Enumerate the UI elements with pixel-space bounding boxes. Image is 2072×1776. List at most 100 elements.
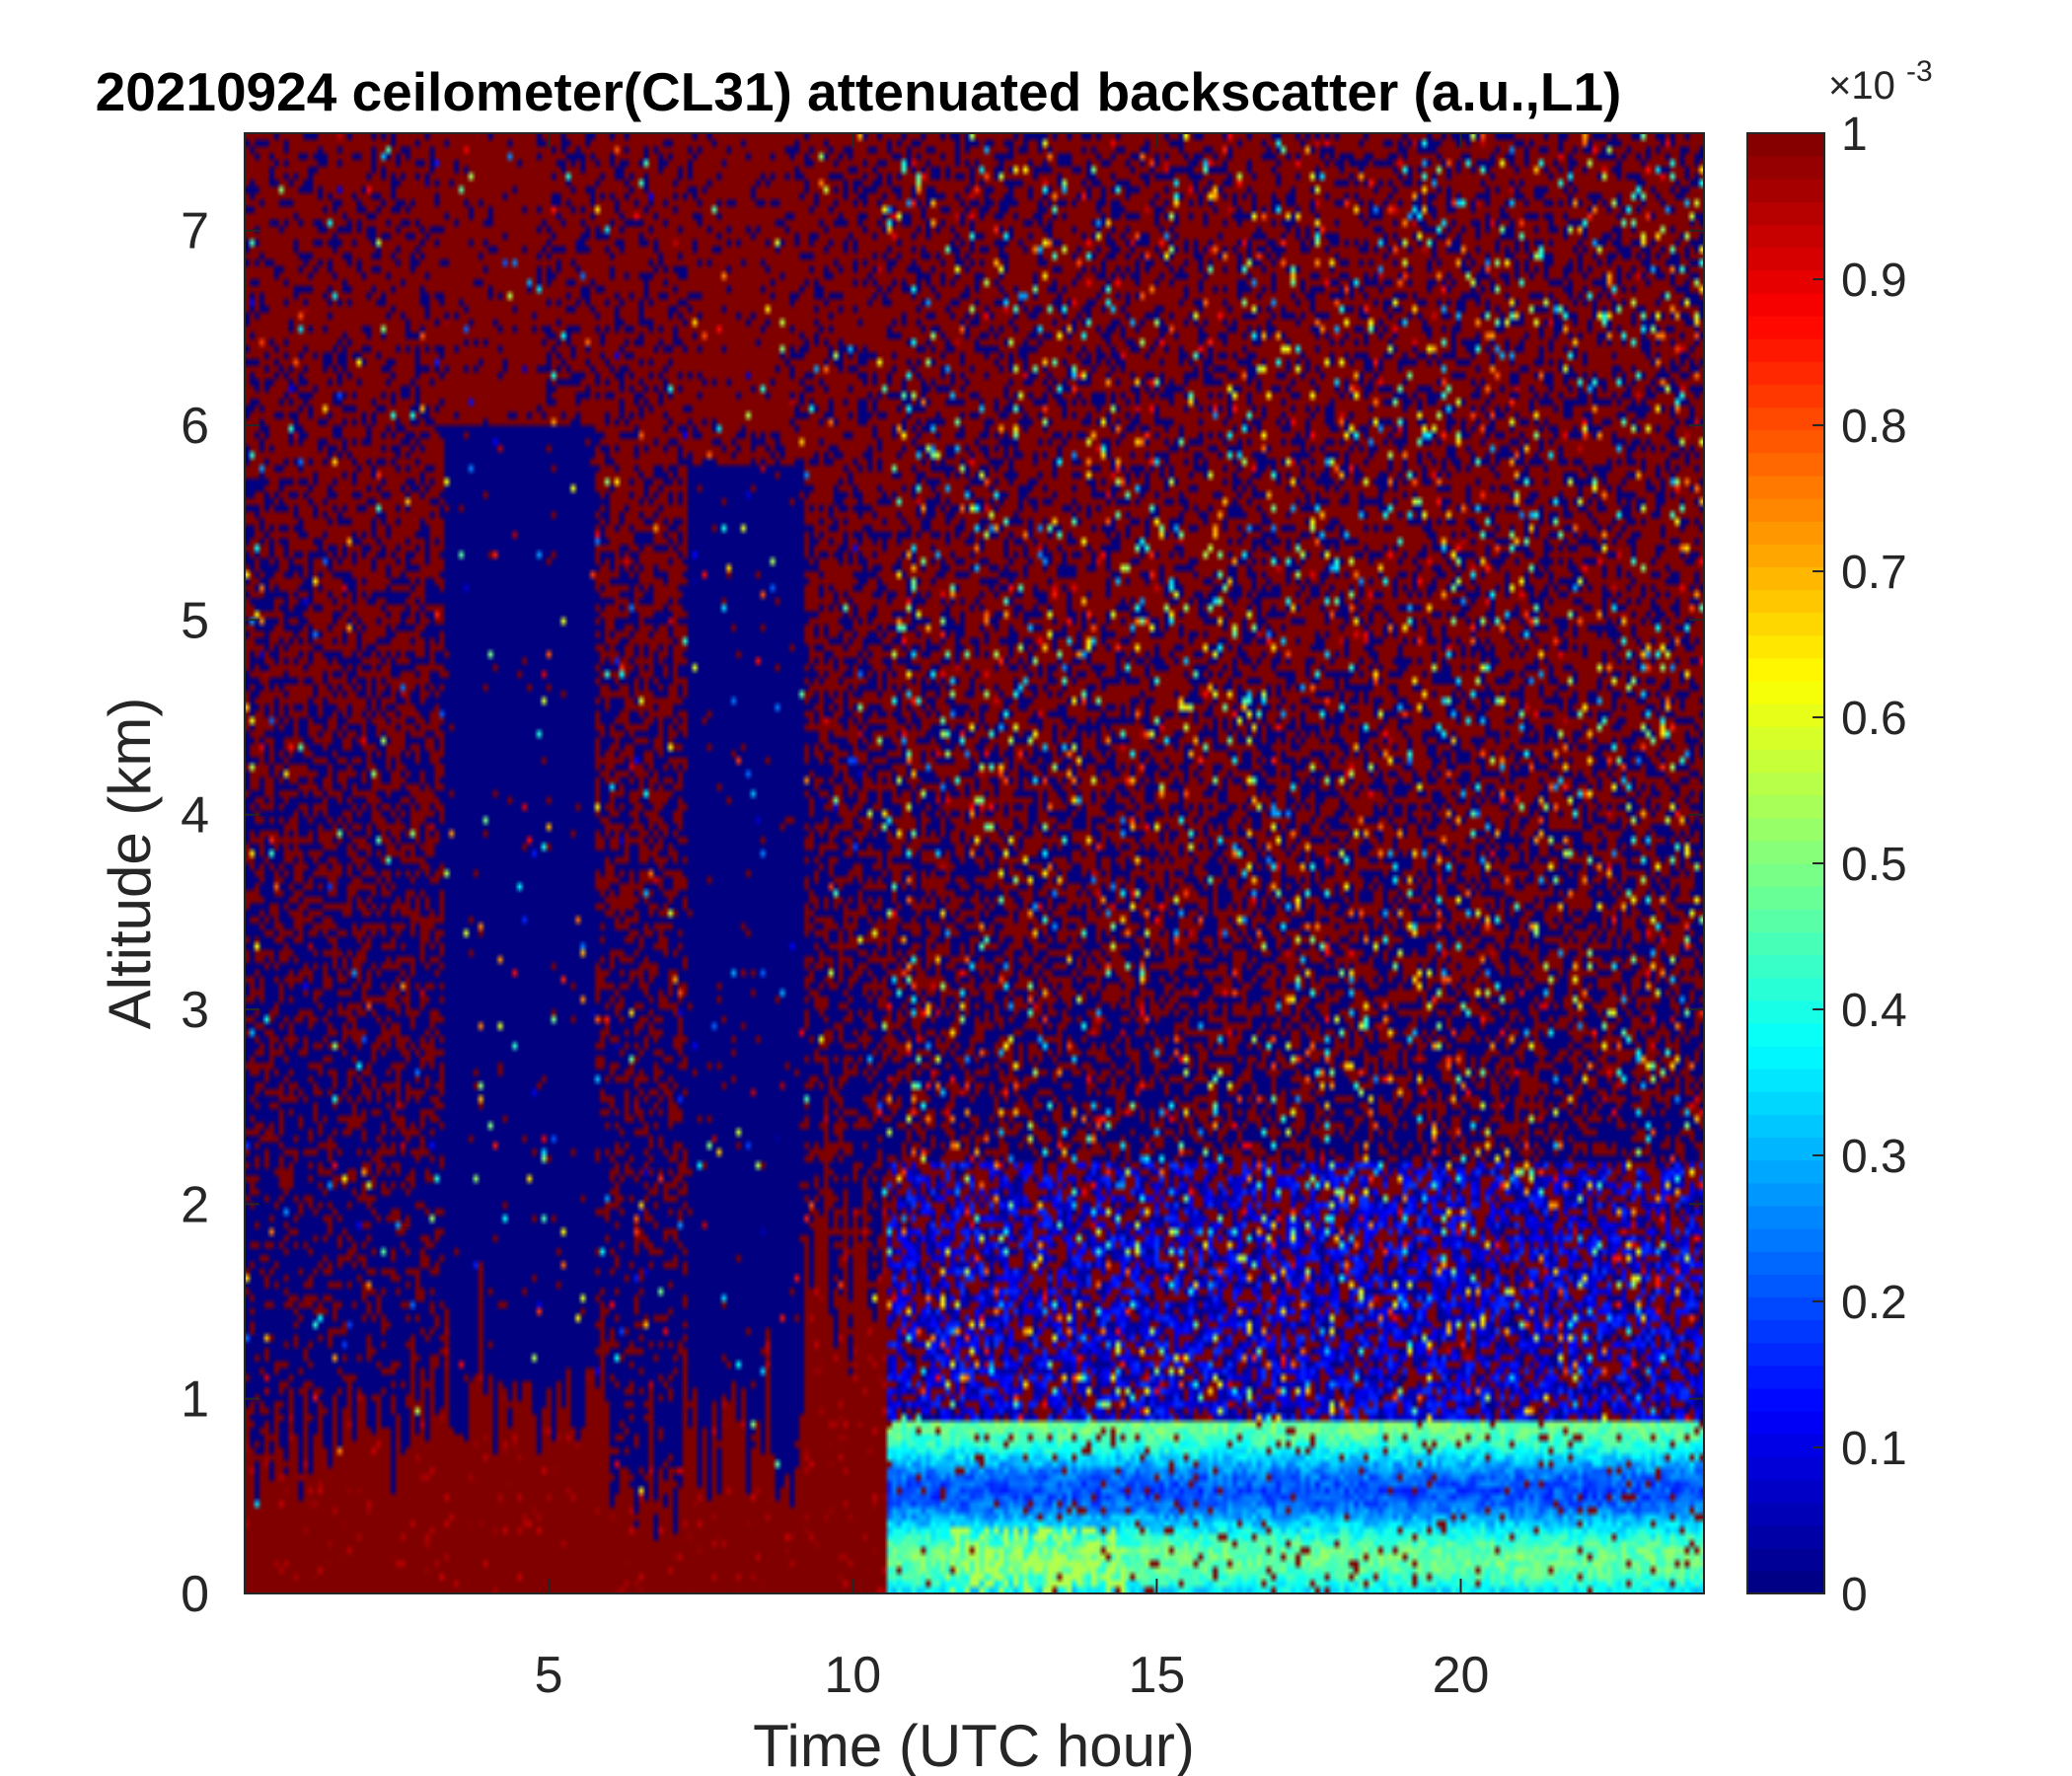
colorbar-swatch [1747,1479,1824,1504]
colorbar-swatch [1747,1159,1824,1184]
colorbar-swatch [1747,1434,1824,1457]
colorbar-exponent-base: ×10 [1828,64,1895,108]
colorbar: 0 0.1 0.2 0.3 0.4 0.5 0.6 0.7 0.8 0.9 1 ×10 -3 [1746,55,1933,1621]
colorbar-swatch [1747,1547,1824,1572]
heatmap-layer [245,133,1704,1593]
colorbar-tick-label: 0.3 [1841,1131,1907,1183]
colorbar-swatch [1747,384,1824,408]
y-tick-label: 1 [181,1371,209,1429]
colorbar-swatch [1747,133,1824,157]
colorbar-swatch [1747,1319,1824,1344]
colorbar-tick-label: 0.5 [1841,839,1907,891]
colorbar-tick-label: 0.9 [1841,255,1907,307]
colorbar-swatch [1747,566,1824,591]
colorbar-swatch [1747,338,1824,362]
colorbar-swatch [1747,1251,1824,1275]
colorbar-swatch [1747,1069,1824,1092]
colorbar-swatch [1747,817,1824,842]
colorbar-tick-label: 0.2 [1841,1277,1907,1329]
y-tick-label: 2 [181,1176,209,1233]
colorbar-swatch [1747,909,1824,932]
colorbar-swatch [1747,657,1824,682]
x-tick-label: 15 [1128,1647,1185,1704]
colorbar-swatch [1747,886,1824,910]
colorbar-swatch [1747,498,1824,522]
colorbar-gradient [1747,133,1824,1594]
colorbar-swatch [1747,407,1824,431]
colorbar-swatch [1747,1205,1824,1229]
colorbar-tick-label: 1 [1841,109,1868,161]
colorbar-swatch [1747,772,1824,796]
y-axis: 0 1 2 3 4 5 6 7 [181,203,1704,1623]
colorbar-swatch [1747,316,1824,339]
colorbar-swatch [1747,749,1824,774]
colorbar-swatch [1747,1274,1824,1297]
colorbar-swatch [1747,1022,1824,1047]
colorbar-swatch [1747,361,1824,385]
colorbar-swatch [1747,612,1824,636]
colorbar-swatch [1747,292,1824,317]
colorbar-swatch [1747,1046,1824,1070]
colorbar-swatch [1747,1524,1824,1549]
colorbar-swatch [1747,703,1824,727]
colorbar-swatch [1747,544,1824,567]
colorbar-swatch [1747,1456,1824,1480]
colorbar-swatch [1747,475,1824,499]
colorbar-swatch [1747,269,1824,294]
colorbar-swatch [1747,1502,1824,1526]
colorbar-swatch [1747,156,1824,180]
colorbar-tick-label: 0.1 [1841,1423,1907,1475]
x-tick-label: 10 [824,1647,881,1704]
chart-title: 20210924 ceilometer(CL31) attenuated bac… [96,61,1622,122]
colorbar-exponent-power: -3 [1906,55,1933,88]
y-tick-label: 4 [181,787,209,845]
colorbar-swatch [1747,634,1824,659]
y-tick-label: 3 [181,982,209,1039]
y-tick-label: 5 [181,592,209,649]
colorbar-swatch [1747,954,1824,979]
y-tick-label: 7 [181,203,209,260]
colorbar-swatch [1747,1228,1824,1252]
colorbar-exponent: ×10 -3 [1828,55,1933,108]
colorbar-swatch [1747,726,1824,750]
colorbar-swatch [1747,201,1824,226]
heatmap-image [245,133,1704,1593]
colorbar-swatch [1747,1365,1824,1389]
colorbar-swatch [1747,247,1824,271]
colorbar-swatch [1747,224,1824,249]
x-axis: 5 10 15 20 [535,133,1490,1704]
colorbar-tick-label: 0.8 [1841,401,1907,453]
colorbar-swatch [1747,1570,1824,1594]
plot-area [244,132,1705,1594]
colorbar-swatch [1747,179,1824,202]
colorbar-swatch [1747,931,1824,956]
colorbar-tick-label: 0.6 [1841,693,1907,745]
x-tick-label: 5 [535,1647,563,1704]
colorbar-swatch [1747,1411,1824,1435]
colorbar-swatch [1747,1137,1824,1161]
y-tick-label: 0 [181,1566,209,1623]
plot-frame [244,132,1705,1594]
y-axis-label: Altitude (km) [97,698,163,1030]
colorbar-tick-label: 0.4 [1841,985,1907,1037]
colorbar-swatch [1747,1387,1824,1412]
colorbar-swatch [1747,1296,1824,1321]
colorbar-swatch [1747,452,1824,477]
colorbar-swatch [1747,863,1824,887]
colorbar-ticks: 0 0.1 0.2 0.3 0.4 0.5 0.6 0.7 0.8 0.9 1 [1813,109,1907,1621]
y-tick-label: 6 [181,398,209,455]
colorbar-swatch [1747,1091,1824,1115]
colorbar-swatch [1747,1114,1824,1139]
colorbar-tick-label: 0 [1841,1569,1868,1621]
x-tick-label: 20 [1433,1647,1490,1704]
colorbar-swatch [1747,1182,1824,1207]
colorbar-swatch [1747,999,1824,1024]
colorbar-swatch [1747,794,1824,819]
x-axis-label: Time (UTC hour) [753,1713,1195,1776]
colorbar-tick-label: 0.7 [1841,547,1907,599]
colorbar-swatch [1747,977,1824,1001]
colorbar-swatch [1747,681,1824,704]
colorbar-swatch [1747,589,1824,614]
colorbar-swatch [1747,840,1824,864]
